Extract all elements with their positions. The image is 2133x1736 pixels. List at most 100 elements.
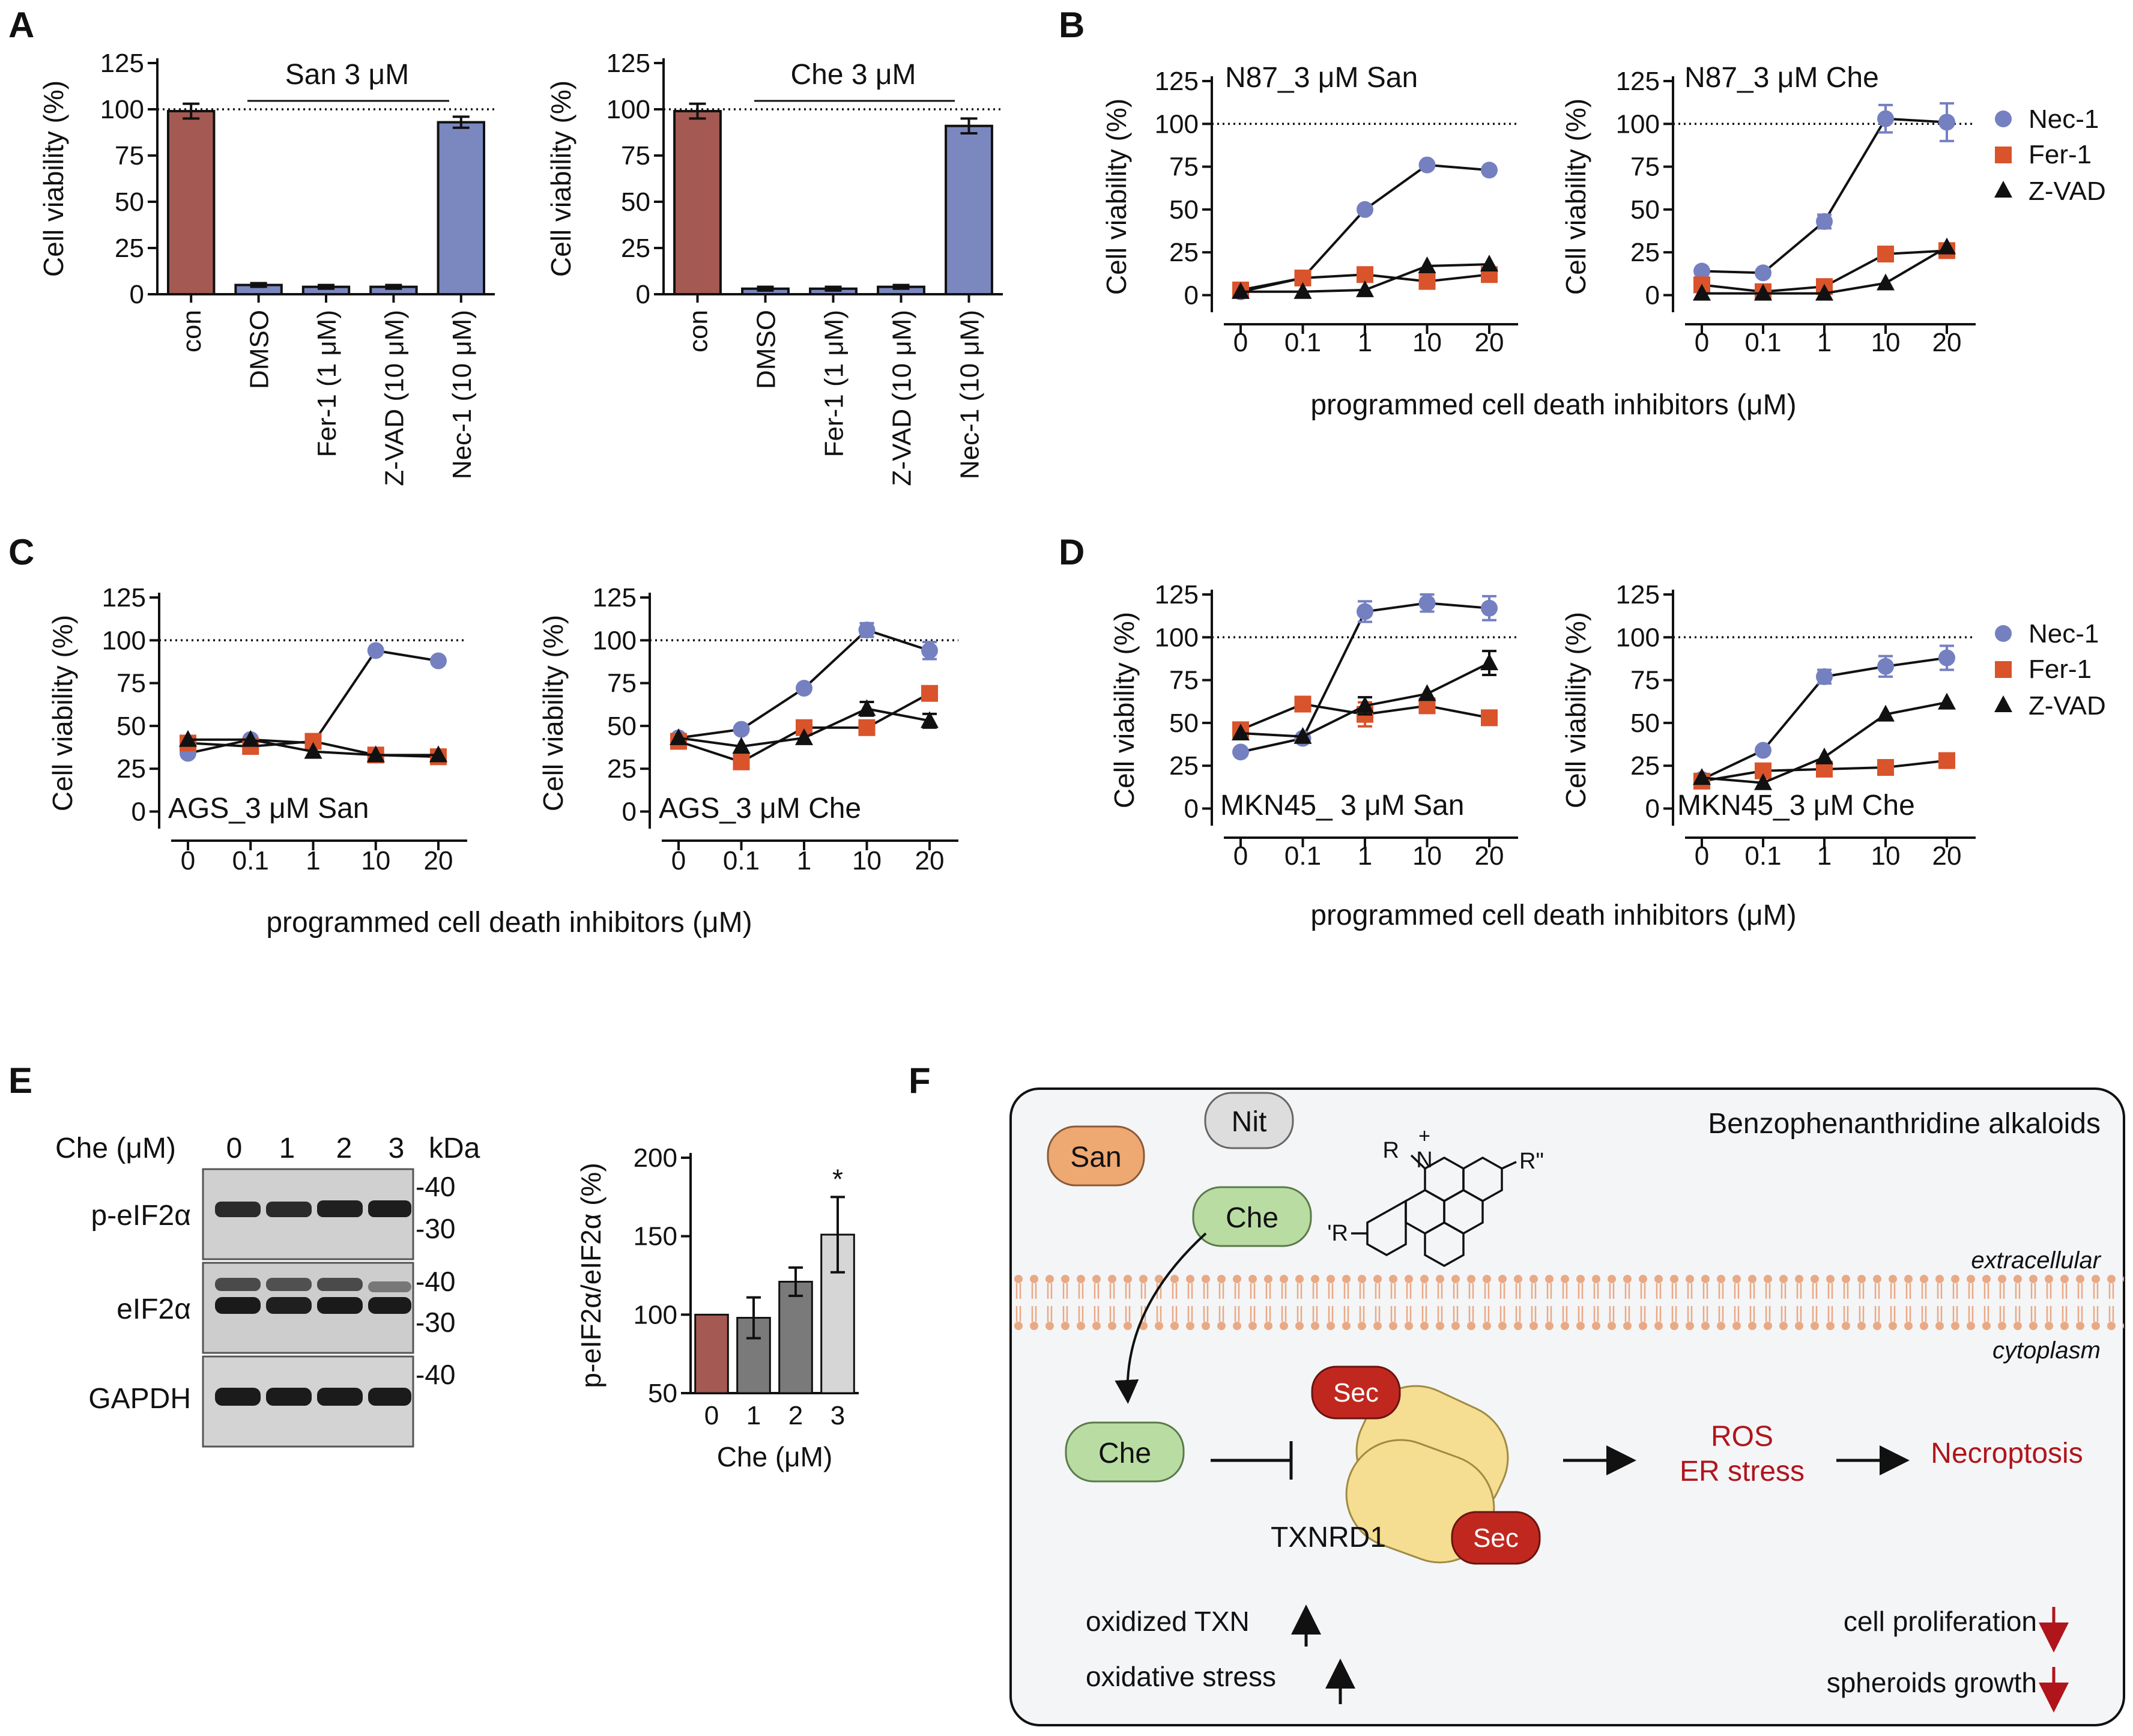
blot-marker-30-b: -30 — [416, 1307, 455, 1338]
point-z-vad — [1480, 653, 1498, 671]
chart-b-n87-san: 0 25 50 75 100 125 Cell viability (%) 0 0.1 1 10 20… — [1101, 62, 1518, 357]
point-z-vad — [1938, 237, 1956, 255]
blot-row-label-gapdh: GAPDH — [88, 1383, 191, 1415]
y-tick-label: 100 — [1616, 109, 1660, 139]
x-tick-label: 1 — [746, 1401, 761, 1430]
point-fer-1 — [1418, 273, 1436, 290]
chart-title: MKN45_3 μM Che — [1677, 790, 1915, 821]
y-tick-label: 0 — [132, 797, 146, 826]
point-nec-1 — [1938, 649, 1955, 667]
y-tick-label: 25 — [621, 234, 650, 263]
y-tick-label: 200 — [634, 1143, 677, 1173]
x-tick-label: 1 — [797, 846, 811, 876]
point-z-vad — [921, 711, 939, 728]
x-tick-label: 20 — [1932, 328, 1962, 357]
blot-header: Che (μM) — [55, 1133, 176, 1164]
y-tick-label: 100 — [593, 626, 637, 655]
point-fer-1 — [733, 753, 750, 770]
point-z-vad — [732, 737, 751, 754]
structure-r3: 'R — [1327, 1221, 1348, 1246]
x-tick-label: 3 — [831, 1401, 845, 1430]
point-nec-1 — [367, 642, 384, 659]
point-nec-1 — [921, 642, 938, 659]
legend-b-fer-marker — [1995, 147, 2012, 163]
x-tick-label: 10 — [852, 846, 882, 876]
point-z-vad — [1418, 684, 1436, 701]
pill-nit-label: Nit — [1232, 1106, 1267, 1138]
series-line-nec-1 — [1240, 602, 1490, 754]
point-nec-1 — [1481, 599, 1498, 617]
point-nec-1 — [1418, 156, 1436, 174]
x-tick-label: 0.1 — [1744, 841, 1781, 871]
legend-b-zvad-label: Z-VAD — [2029, 177, 2106, 206]
point-nec-1 — [796, 680, 812, 697]
point-nec-1 — [858, 622, 876, 639]
benzophenanthridine-structure — [1351, 1154, 1517, 1268]
point-z-vad — [366, 745, 385, 763]
point-z-vad — [1356, 696, 1374, 713]
y-tick-label: 25 — [607, 754, 637, 784]
pill-che-extracellular — [1192, 1186, 1312, 1247]
pill-che-cytoplasm — [1065, 1421, 1185, 1483]
x-tick-label: 20 — [1932, 841, 1962, 871]
y-tick-label: 0 — [1184, 794, 1199, 823]
chart-title: MKN45_ 3 μM San — [1220, 790, 1465, 821]
xlabel-c: programmed cell death inhibitors (μM) — [266, 907, 752, 939]
legend-b-zvad-marker — [1994, 181, 2012, 198]
x-tick-label: 0 — [1695, 841, 1709, 871]
chart-d-mkn45-che: 0 25 50 75 100 125 Cell viability (%) 0 0.1 1 10 20… — [1560, 580, 1976, 871]
y-tick-label: 150 — [634, 1222, 677, 1251]
chart-a-san: 0 25 50 75 100 125 Cell viability (%) con DMSO Fe… — [38, 49, 495, 486]
label-ros: ROS — [1711, 1421, 1773, 1453]
bar-con — [673, 110, 722, 296]
point-z-vad — [795, 728, 813, 745]
scheme-frame — [1009, 1087, 2125, 1726]
y-tick-label: 50 — [1630, 709, 1660, 738]
x-tick-label: 1 — [1358, 328, 1372, 357]
legend-d-fer-marker — [1995, 661, 2012, 678]
point-fer-1 — [1877, 759, 1894, 776]
panel-letter-a: A — [8, 5, 34, 45]
point-nec-1 — [1816, 668, 1833, 685]
inhibition-arrow — [1211, 1441, 1293, 1480]
pill-san-label: San — [1070, 1142, 1121, 1173]
y-tick-label: 100 — [1616, 623, 1660, 652]
point-z-vad — [1815, 747, 1833, 764]
point-fer-1 — [1877, 246, 1894, 263]
chart-c-ags-che: 0 25 50 75 100 125 Cell viability (%) 0 0.1 1 10 20… — [537, 583, 958, 876]
x-tick-label: 1 — [1817, 328, 1832, 357]
point-z-vad — [179, 730, 197, 747]
point-nec-1 — [1755, 742, 1771, 759]
y-axis-title: Cell viability (%) — [1101, 98, 1132, 295]
label-cell-proliferation: cell proliferation — [1844, 1606, 2037, 1637]
point-fer-1 — [1294, 695, 1312, 713]
legend-d-zvad-label: Z-VAD — [2029, 691, 2106, 721]
x-tick-label: Z-VAD (10 μM) — [888, 310, 917, 486]
blot-marker-40-c: -40 — [416, 1359, 455, 1390]
x-tick-label: 2 — [788, 1401, 803, 1430]
bar-con — [166, 110, 216, 296]
series-line-nec-1 — [1701, 117, 1947, 274]
y-tick-label: 50 — [1169, 709, 1199, 738]
point-z-vad — [304, 742, 322, 759]
x-tick-label: 20 — [424, 846, 453, 876]
chart-e-peif2a-ratio: 50 100 150 200 p-eIF2α/eIF2α (%) 0 1 2 * 3 Che (μM… — [575, 1143, 859, 1472]
y-tick-label: 75 — [1630, 666, 1660, 695]
panel-letter-b: B — [1059, 5, 1085, 45]
legend-b-nec-marker — [1995, 110, 2012, 127]
point-nec-1 — [430, 652, 447, 670]
label-cytoplasm: cytoplasm — [1992, 1337, 2101, 1364]
point-fer-1 — [1357, 266, 1373, 283]
x-tick-label: 0 — [671, 846, 686, 876]
point-z-vad — [1232, 282, 1250, 299]
y-axis-title: Cell viability (%) — [537, 615, 569, 811]
x-tick-label: Fer-1 (1 μM) — [312, 310, 342, 457]
x-tick-label: 0.1 — [1744, 328, 1781, 357]
x-tick-label: 10 — [1871, 328, 1901, 357]
y-tick-label: 100 — [102, 626, 146, 655]
label-txnrd1: TXNRD1 — [1271, 1522, 1386, 1553]
label-spheroids-growth: spheroids growth — [1827, 1667, 2037, 1698]
y-tick-label: 50 — [115, 187, 144, 217]
point-nec-1 — [1357, 201, 1373, 218]
